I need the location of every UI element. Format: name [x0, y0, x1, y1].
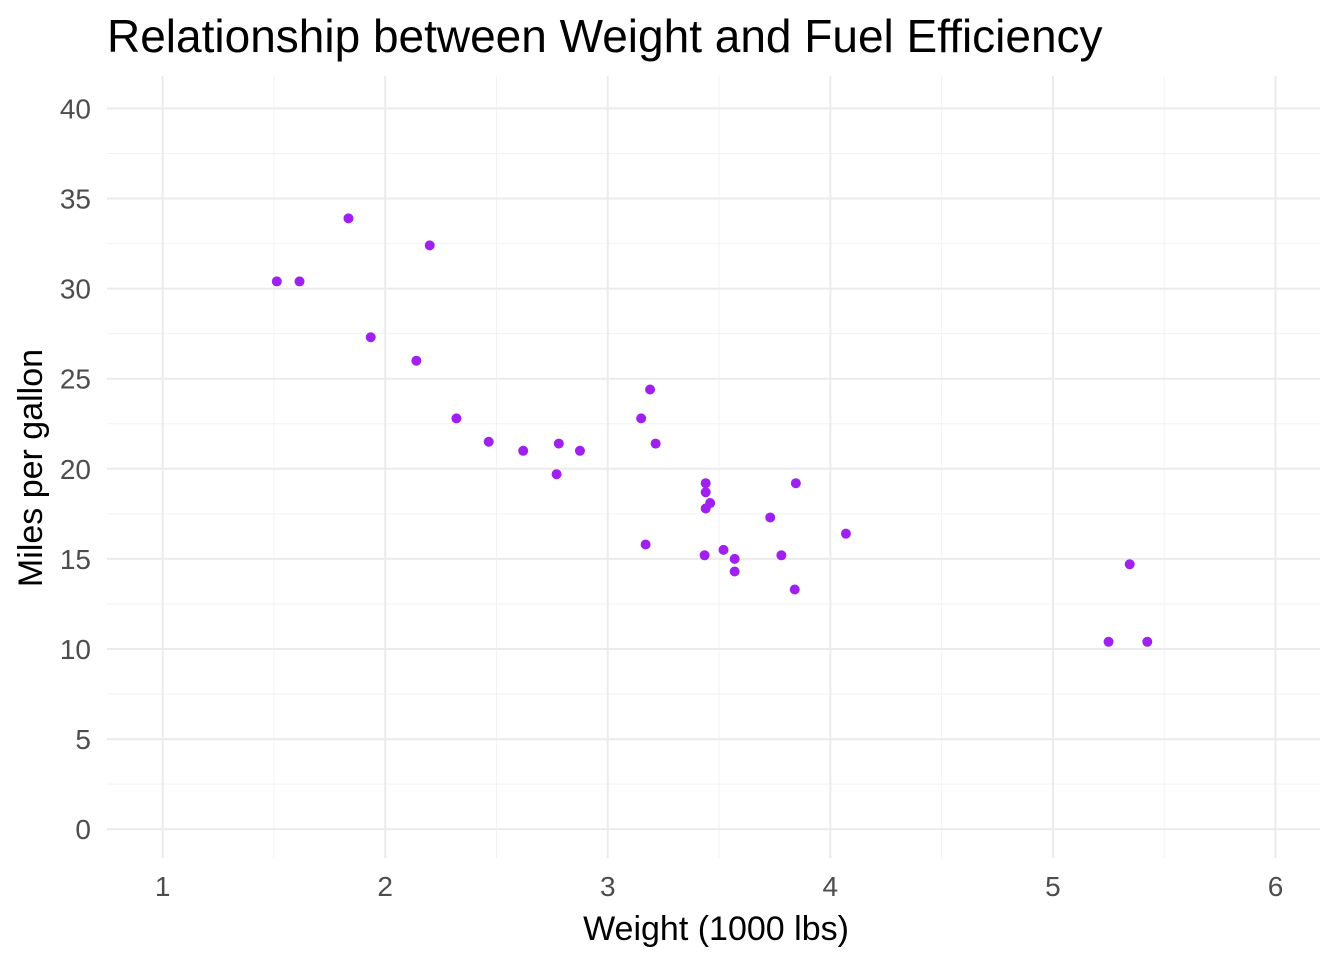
data-point	[645, 384, 656, 395]
data-point	[705, 498, 716, 509]
y-tick-label: 35	[60, 184, 91, 215]
data-point	[343, 213, 354, 224]
data-point	[1142, 636, 1153, 647]
data-point	[650, 438, 661, 449]
data-point	[365, 332, 376, 343]
data-points	[271, 213, 1153, 647]
data-point	[483, 436, 494, 447]
y-tick-label: 10	[60, 634, 91, 665]
data-point	[574, 445, 585, 456]
data-point	[518, 445, 529, 456]
data-point	[424, 240, 435, 251]
data-point	[699, 550, 710, 561]
grid-lines	[107, 76, 1320, 858]
data-point	[718, 544, 729, 555]
data-point	[765, 512, 776, 523]
chart-title: Relationship between Weight and Fuel Eff…	[107, 10, 1103, 62]
y-tick-label: 5	[75, 724, 91, 755]
data-point	[1103, 636, 1114, 647]
data-point	[1124, 559, 1135, 570]
data-point	[700, 487, 711, 498]
y-axis-label: Miles per gallon	[12, 349, 50, 587]
y-tick-label: 30	[60, 274, 91, 305]
data-point	[553, 438, 564, 449]
x-tick-label: 6	[1268, 871, 1284, 902]
data-point	[294, 276, 305, 287]
data-point	[640, 539, 651, 550]
data-point	[411, 355, 422, 366]
y-tick-label: 0	[75, 814, 91, 845]
data-point	[271, 276, 282, 287]
x-tick-label: 5	[1045, 871, 1061, 902]
data-point	[729, 553, 740, 564]
data-point	[636, 413, 647, 424]
y-tick-label: 25	[60, 364, 91, 395]
data-point	[790, 478, 801, 489]
data-point	[551, 469, 562, 480]
y-tick-label: 20	[60, 454, 91, 485]
x-tick-label: 4	[823, 871, 839, 902]
data-point	[729, 566, 740, 577]
data-point	[700, 478, 711, 489]
data-point	[776, 550, 787, 561]
y-tick-label: 15	[60, 544, 91, 575]
x-tick-label: 2	[377, 871, 393, 902]
x-tick-label: 3	[600, 871, 616, 902]
y-tick-label: 40	[60, 93, 91, 124]
x-tick-label: 1	[155, 871, 171, 902]
x-axis-label: Weight (1000 lbs)	[583, 910, 849, 948]
tick-labels: 1 2 3 4 5 6 0 5 10 15 20 25 30 35 40	[60, 93, 1283, 902]
data-point	[451, 413, 462, 424]
data-point	[789, 584, 800, 595]
data-point	[840, 528, 851, 539]
